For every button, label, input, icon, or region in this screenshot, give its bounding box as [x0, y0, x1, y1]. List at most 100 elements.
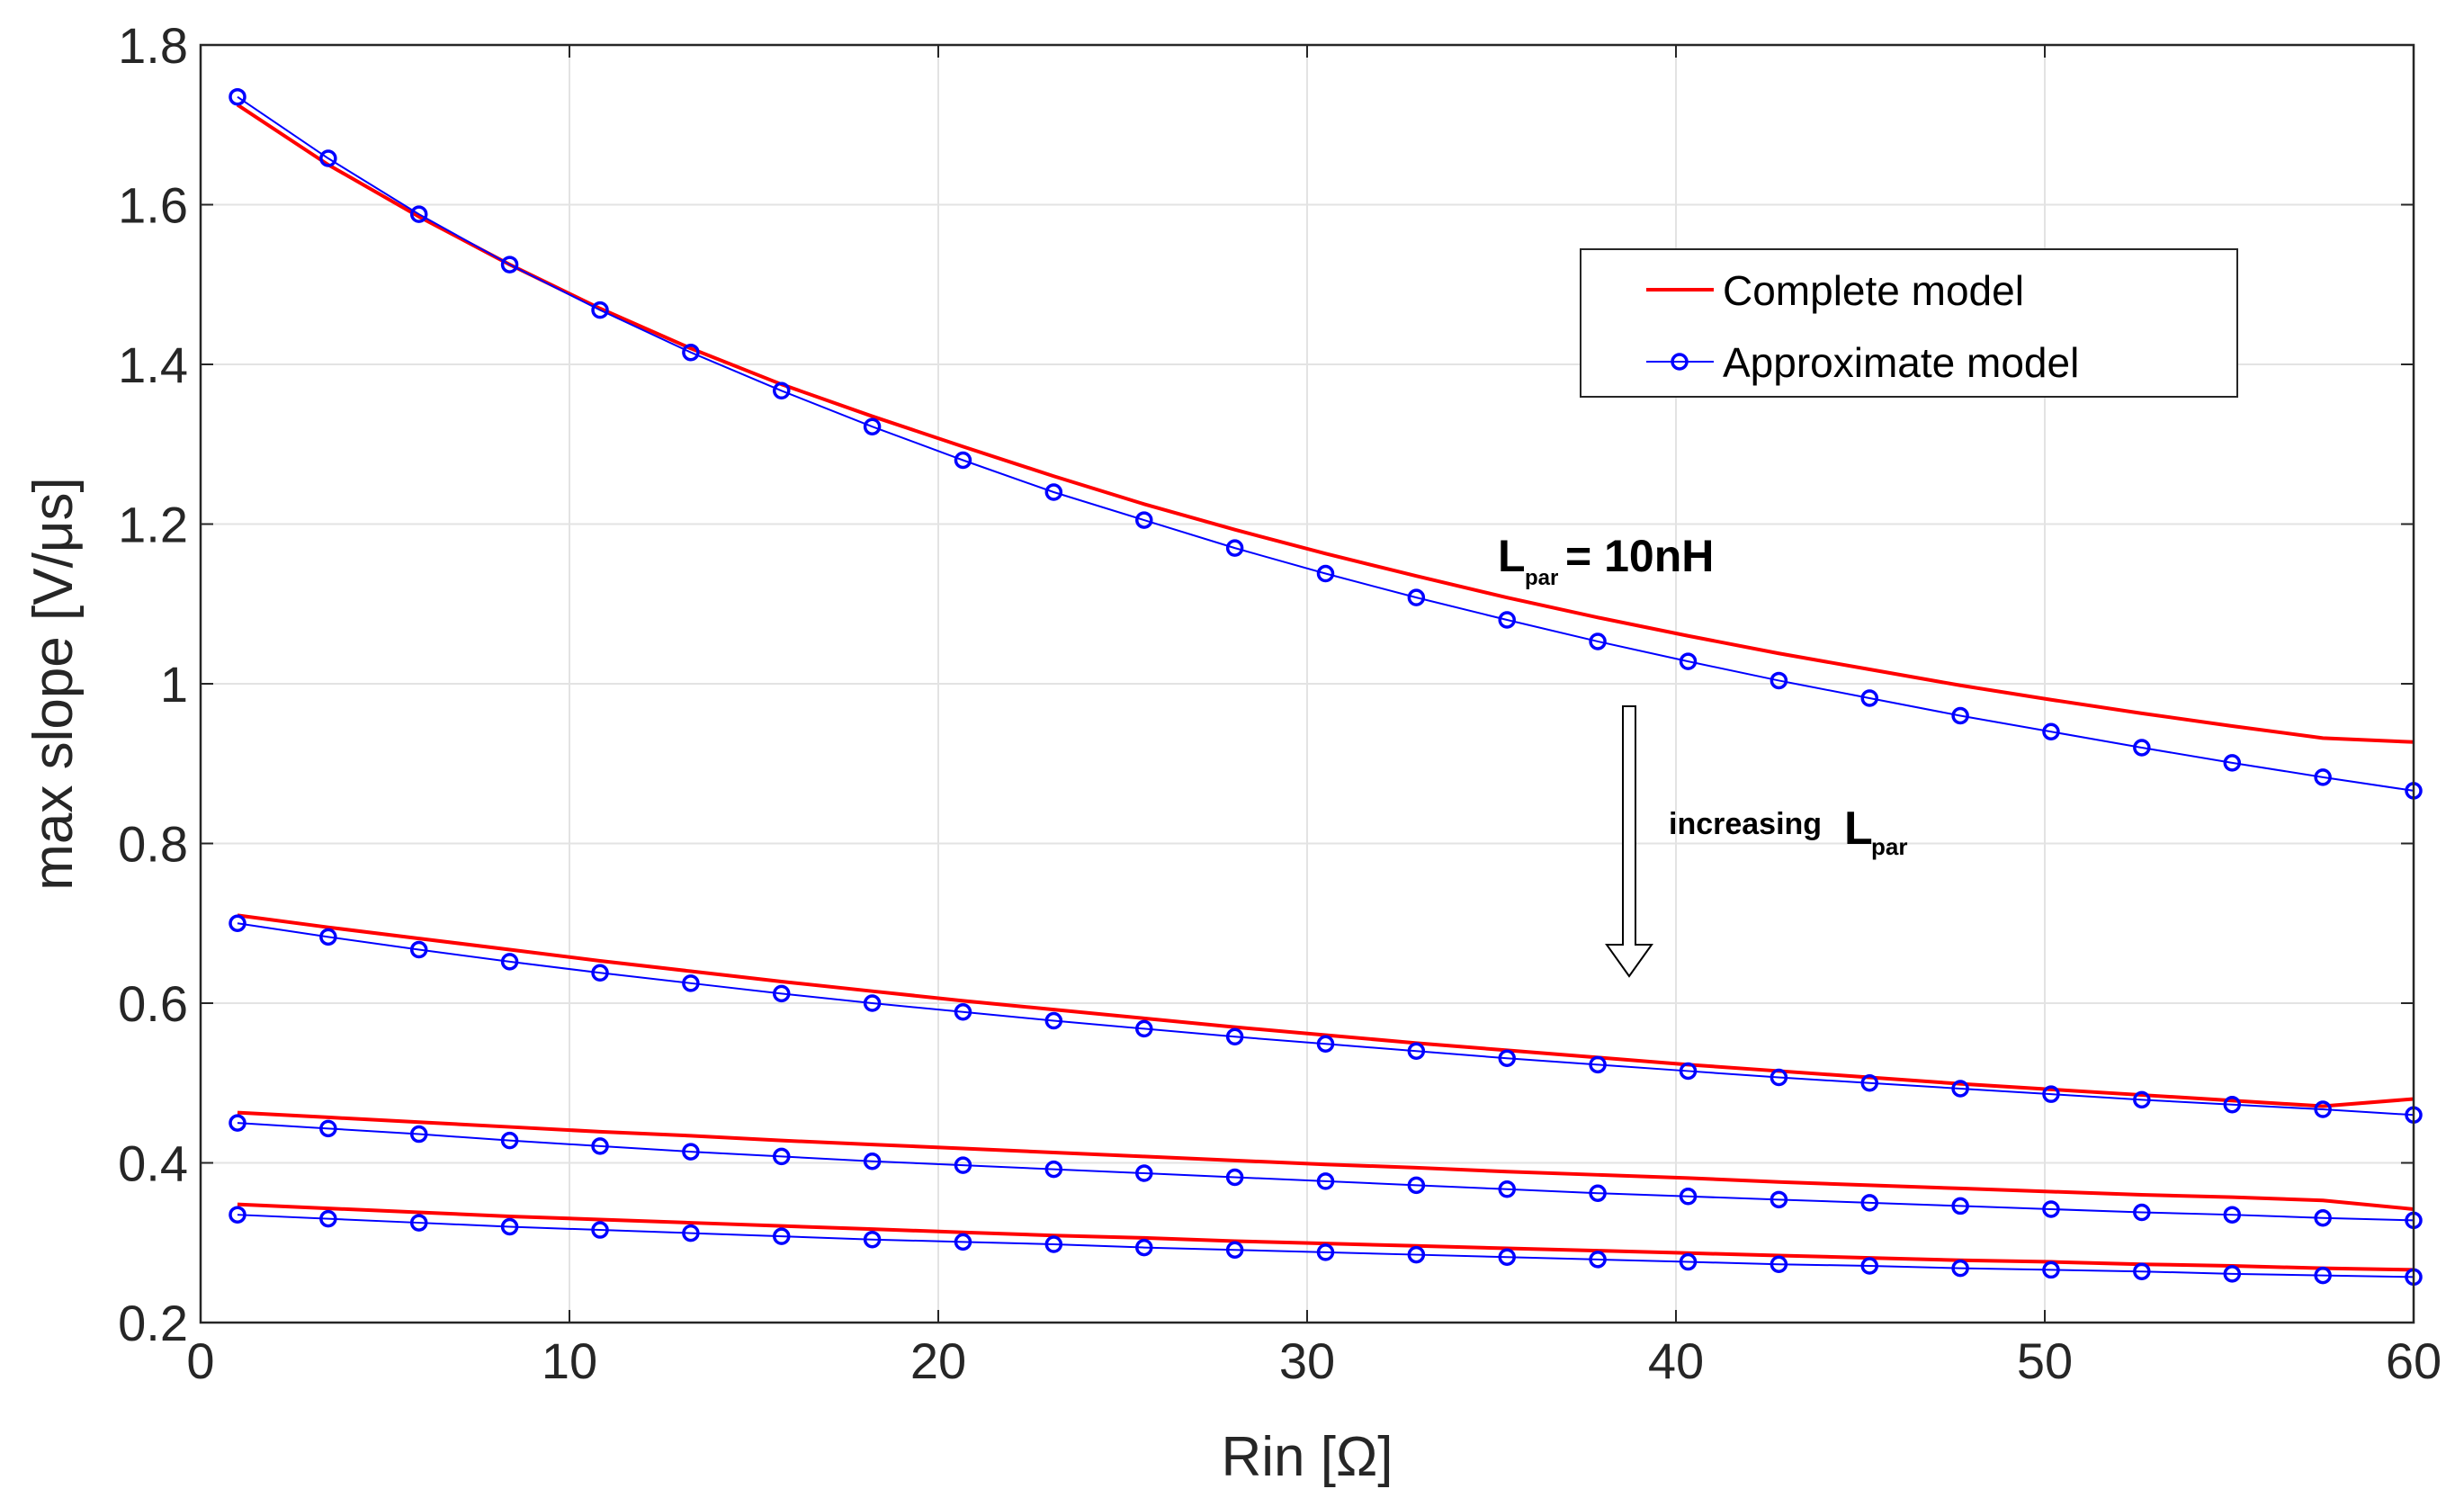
approximate-model-point [1407, 1176, 1426, 1195]
approximate-model-point [682, 1143, 700, 1161]
approximate-model-point [1407, 1042, 1426, 1060]
approximate-model-point [1498, 1180, 1516, 1198]
approximate-model-point [1679, 1252, 1698, 1271]
approximate-model-point [1135, 1164, 1153, 1182]
approximate-model-point [228, 87, 246, 106]
approximate-model-point [1135, 1019, 1153, 1038]
approximate-model-point [500, 1131, 519, 1150]
data-markers [228, 87, 2423, 1287]
y-tick-label: 0.6 [118, 975, 188, 1032]
lpar-subscript: par [1525, 566, 1558, 590]
x-tick-label: 40 [1648, 1332, 1704, 1389]
approximate-model-point [228, 1114, 246, 1132]
complete-model-line-3 [237, 1110, 2415, 1211]
approximate-model-point [1770, 1068, 1788, 1087]
y-tick-label: 1.6 [118, 177, 188, 234]
approximate-model-point [1225, 1168, 1244, 1187]
lpar-letter: L [1498, 531, 1526, 581]
approximate-model-point [2133, 1262, 2151, 1280]
approximate-model-point [1770, 671, 1788, 690]
approximate-model-point [1589, 1251, 1607, 1269]
x-tick-label: 60 [2386, 1332, 2442, 1389]
approximate-model-point [1135, 1238, 1153, 1257]
approximate-model-point [954, 451, 972, 470]
approximate-model-point [1679, 652, 1698, 670]
legend-label-approximate: Approximate model [1723, 339, 2079, 386]
approximate-model-point [591, 1137, 609, 1155]
x-tick-label: 20 [910, 1332, 966, 1389]
approximate-model-point [1498, 1248, 1516, 1266]
approximate-model-point [500, 1217, 519, 1236]
approximate-model-point [773, 381, 791, 400]
approximate-model-line-2 [237, 922, 2415, 1117]
legend-box [1580, 248, 2238, 398]
approximate-model-point [1225, 1027, 1244, 1046]
x-tick-label: 0 [186, 1332, 214, 1389]
approximate-model-point [954, 1156, 972, 1174]
approximate-model-point [1044, 483, 1063, 501]
approximate-model-point [773, 984, 791, 1003]
increasing-lpar-subscript: par [1871, 833, 1907, 860]
approximate-model-point [2133, 1090, 2151, 1109]
approximate-model-point [1860, 1074, 1878, 1092]
approximate-model-point [1044, 1235, 1063, 1253]
y-tick-label: 0.2 [118, 1295, 188, 1351]
approximate-model-point [591, 964, 609, 982]
approximate-model-point [682, 974, 700, 992]
approximate-model-point [682, 343, 700, 362]
approximate-model-point [1679, 1188, 1698, 1206]
approximate-model-point [1316, 564, 1335, 583]
approximate-model-point [1770, 1190, 1788, 1209]
approximate-model-point [863, 1152, 882, 1171]
approximate-model-point [409, 1214, 428, 1232]
approximate-model-point [1316, 1243, 1335, 1261]
approximate-model-point [1316, 1035, 1335, 1054]
legend: Complete model Approximate model [1580, 248, 2238, 398]
approximate-model-point [773, 1227, 791, 1245]
approximate-model-point [1498, 611, 1516, 629]
approximate-model-point [682, 1224, 700, 1242]
y-tick-label: 1.4 [118, 336, 188, 393]
complete-model-line-1 [236, 103, 2415, 744]
lpar-value: = 10nH [1565, 531, 1714, 581]
y-tick-label: 1.2 [118, 497, 188, 553]
lpar-annotation: L par = 10nH [1498, 531, 1714, 590]
increasing-label: increasing [1669, 807, 1822, 841]
x-tick-label: 10 [542, 1332, 597, 1389]
approximate-model-point [1679, 1062, 1698, 1081]
approximate-model-point [1044, 1160, 1063, 1179]
approximate-model-point [319, 149, 337, 167]
approximate-model-point [1860, 689, 1878, 707]
approximate-model-point [1770, 1255, 1788, 1273]
approximate-model-point [1044, 1011, 1063, 1030]
y-tick-label: 1.8 [118, 17, 188, 74]
approximate-model-line-3 [237, 1122, 2415, 1222]
x-tick-label: 50 [2017, 1332, 2073, 1389]
approximate-model-point [863, 417, 882, 435]
approximate-model-point [2223, 1206, 2242, 1224]
approximate-model-point [1951, 706, 1969, 725]
approximate-model-point [2133, 1203, 2151, 1222]
approximate-model-point [500, 256, 519, 274]
approximate-model-point [228, 914, 246, 932]
approximate-model-point [2223, 1095, 2242, 1114]
approximate-model-point [591, 300, 609, 319]
approximate-model-point [954, 1233, 972, 1251]
down-arrow-icon [1605, 705, 1653, 978]
approximate-model-point [409, 940, 428, 959]
approximate-model-point [2042, 1260, 2060, 1279]
approximate-model-point [2042, 1200, 2060, 1218]
approximate-model-point [2314, 1266, 2332, 1285]
y-tick-label: 0.8 [118, 816, 188, 873]
approximate-model-point [2314, 1208, 2332, 1227]
approximate-model-point [2223, 754, 2242, 772]
approximate-model-point [1589, 1055, 1607, 1074]
approximate-model-point [1316, 1172, 1335, 1190]
y-tick-labels: 0.2 0.4 0.6 0.8 1 1.2 1.4 1.6 1.8 [118, 17, 188, 1351]
approximate-model-point [2314, 1100, 2332, 1118]
complete-model-line-2 [237, 913, 2415, 1108]
y-tick-label: 0.4 [118, 1135, 188, 1192]
legend-marker-approximate [1671, 353, 1689, 371]
approximate-model-point [1407, 1245, 1426, 1264]
